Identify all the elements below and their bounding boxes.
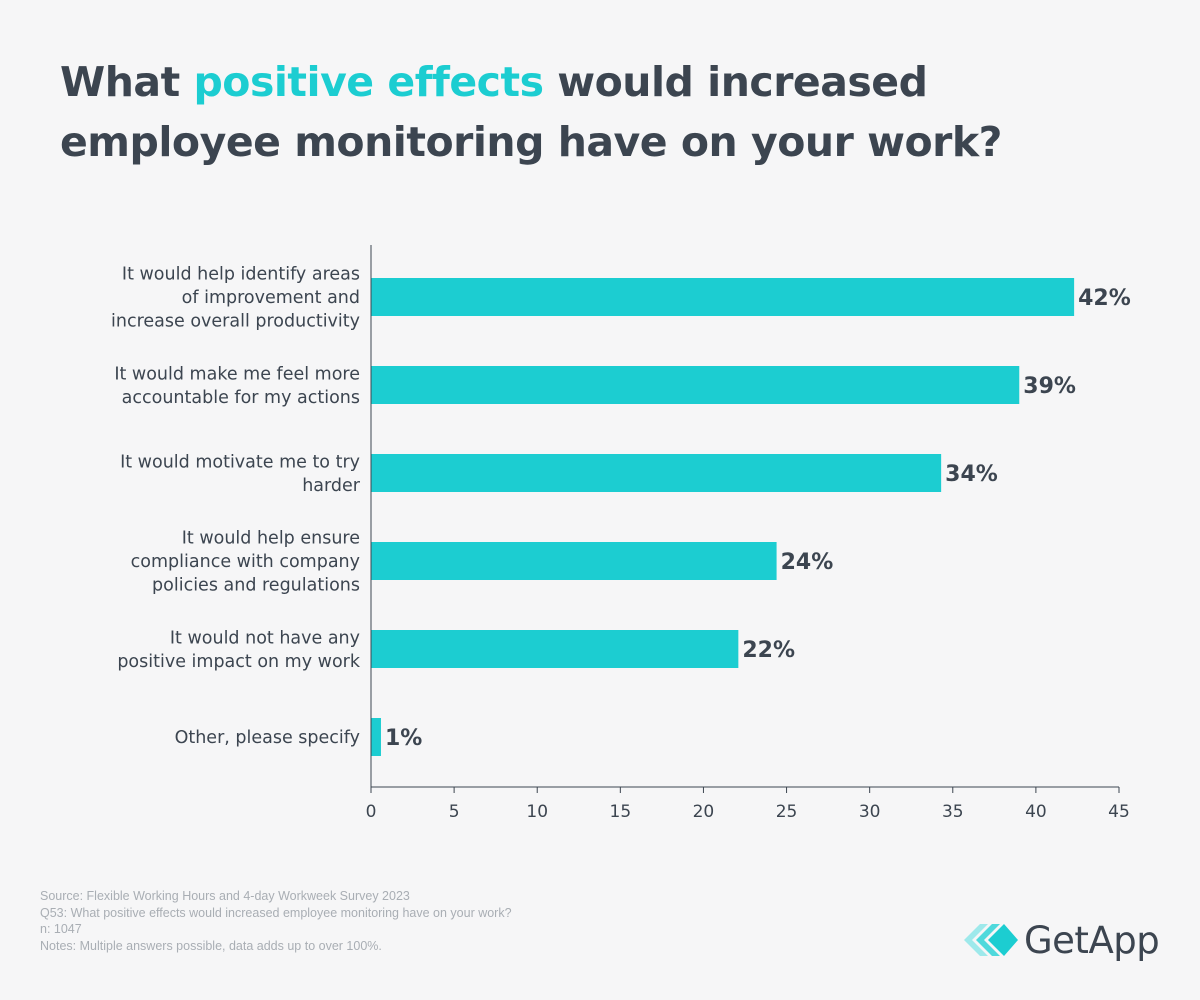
category-label: It would help ensure compliance with comp… (131, 529, 360, 596)
bar (371, 278, 1075, 316)
bar (371, 454, 942, 492)
data-label: 34% (945, 462, 998, 487)
x-tick-label: 10 (526, 802, 548, 822)
title-accent: positive effects (193, 58, 544, 106)
bar-chart: 42% It would help identify areas of improv… (111, 245, 1131, 822)
x-tick-label: 0 (366, 802, 377, 822)
bar (371, 542, 777, 580)
data-label: 39% (1023, 374, 1076, 399)
getapp-chevrons-icon (964, 924, 1018, 956)
title-part-2: would increased employee monitoring have… (60, 58, 1002, 166)
category-label: It would make me feel more accountable fo… (114, 364, 360, 408)
getapp-logo: GetApp (962, 918, 1160, 962)
title-part-1: What (60, 58, 194, 106)
category-label: It would not have any positive impact on … (117, 628, 361, 672)
brand-name: GetApp (1024, 918, 1160, 962)
footer-source: Source: Flexible Working Hours and 4-day… (40, 889, 410, 903)
x-tick-label: 20 (693, 802, 715, 822)
category-label: It would motivate me to try harder (120, 452, 361, 496)
footer-notes: Source: Flexible Working Hours and 4-day… (40, 888, 512, 954)
x-tick-label: 35 (942, 802, 964, 822)
x-tick-label: 45 (1108, 802, 1130, 822)
category-label: Other, please specify (175, 728, 360, 748)
chart-title: What positive effects would increased em… (60, 52, 1140, 172)
category-label: It would help identify areas of improveme… (111, 265, 360, 332)
bar (371, 366, 1020, 404)
x-tick-label: 25 (776, 802, 798, 822)
footer-question: Q53: What positive effects would increas… (40, 905, 512, 920)
footer-notes-text: Notes: Multiple answers possible, data a… (40, 938, 382, 953)
data-label: 24% (781, 550, 834, 575)
x-tick-label: 40 (1025, 802, 1047, 822)
x-tick-label: 5 (449, 802, 460, 822)
bar (371, 718, 381, 756)
bar (371, 630, 739, 668)
x-tick-label: 15 (610, 802, 632, 822)
footer-sample: n: 1047 (40, 922, 82, 936)
x-tick-label: 30 (859, 802, 881, 822)
data-label: 1% (385, 726, 422, 751)
data-label: 22% (742, 638, 795, 663)
data-label: 42% (1078, 286, 1131, 311)
